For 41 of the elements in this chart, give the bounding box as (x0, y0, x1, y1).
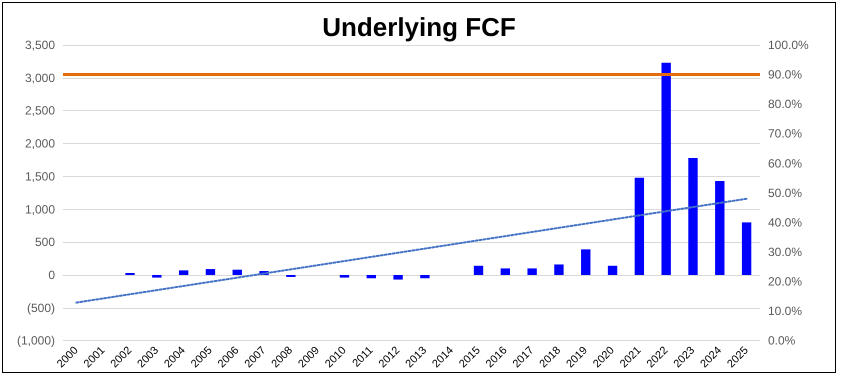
y-tick-label: 1,500 (24, 169, 56, 184)
chart-title: Underlying FCF (322, 12, 516, 42)
y2-tick-label: 40.0% (768, 215, 802, 230)
y-tick-label: (500) (26, 300, 55, 315)
bar (554, 264, 564, 275)
y-tick-label: 500 (34, 235, 56, 250)
bar (420, 274, 430, 278)
y2-tick-label: 20.0% (768, 274, 802, 289)
bar (608, 266, 618, 275)
y-tick-label: 3,000 (24, 70, 56, 85)
bar (340, 274, 350, 278)
bar (661, 62, 671, 275)
bar (232, 270, 242, 275)
bar (634, 178, 644, 275)
y2-tick-label: 70.0% (768, 126, 802, 141)
bar (581, 249, 590, 275)
bar (206, 269, 216, 275)
bar (366, 274, 376, 278)
bar (152, 274, 162, 278)
y2-tick-label: 100.0% (768, 38, 810, 52)
y-tick-label: 1,000 (24, 202, 56, 216)
y-tick-label: (1,000) (16, 334, 55, 348)
y2-tick-label: 90.0% (768, 68, 802, 82)
y2-tick-label: 80.0% (768, 97, 802, 112)
bar (688, 158, 698, 275)
y2-tick-label: 50.0% (768, 186, 802, 200)
y-tick-label: 2,000 (24, 136, 56, 151)
bar (474, 266, 484, 275)
y-tick-label: 2,500 (24, 104, 56, 118)
bar (500, 268, 510, 275)
y-tick-label: 3,500 (24, 38, 56, 52)
y-tick-label: 0 (48, 268, 56, 282)
bar (393, 274, 403, 280)
y2-tick-label: 30.0% (768, 244, 802, 259)
y2-tick-label: 10.0% (768, 304, 802, 318)
y2-tick-label: 0.0% (768, 334, 796, 348)
bar (178, 270, 188, 275)
bar (527, 268, 537, 275)
bar (742, 222, 752, 275)
bar (715, 181, 724, 275)
y2-tick-label: 60.0% (768, 156, 802, 170)
